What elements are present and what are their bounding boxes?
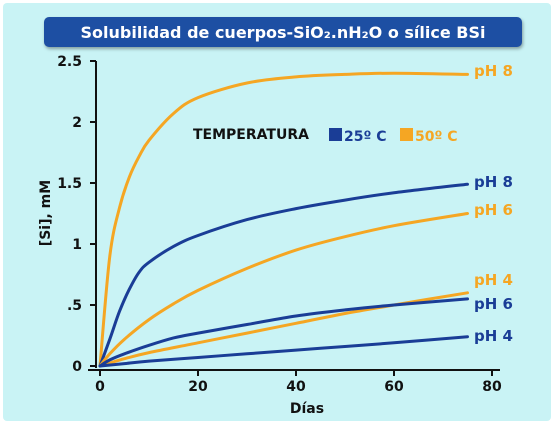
series-line	[98, 71, 469, 368]
y-axis-label: [Si], mM	[38, 180, 54, 246]
title-banner: Solubilidad de cuerpos-SiO₂.nH₂O o sílic…	[44, 17, 522, 47]
legend-title: TEMPERATURA	[193, 127, 309, 143]
x-tick-label: 20	[188, 379, 208, 395]
legend: TEMPERATURA 25º C 50º C	[193, 127, 458, 145]
series-label: pH 6	[474, 201, 513, 219]
y-tick-label: 1.5	[57, 176, 82, 192]
series-label: pH 8	[474, 62, 513, 80]
x-axis-label: Días	[290, 401, 324, 417]
series-label: pH 6	[474, 295, 513, 313]
data-series	[98, 71, 469, 368]
x-tick-label: 0	[95, 379, 105, 395]
y-tick-label: .5	[67, 298, 82, 314]
x-tick-label: 40	[286, 379, 306, 395]
x-tick-label: 80	[482, 379, 502, 395]
tick-labels: 0 .5 1 1.5 2 2.5 0 20 40 60 80	[57, 54, 502, 395]
y-tick-label: 1	[72, 237, 82, 253]
y-tick-label: 2	[72, 115, 82, 131]
legend-swatch	[400, 128, 413, 141]
legend-item-label: 25º C	[344, 129, 387, 145]
series-line	[98, 297, 469, 368]
legend-item-label: 50º C	[415, 129, 458, 145]
series-label: pH 4	[474, 327, 513, 345]
series-line	[98, 212, 469, 368]
x-tick-label: 60	[384, 379, 404, 395]
series-label: pH 4	[474, 271, 513, 289]
axes	[88, 60, 500, 376]
y-tick-label: 0	[72, 359, 82, 375]
legend-swatch	[329, 128, 342, 141]
series-label: pH 8	[474, 173, 513, 191]
chart-title: Solubilidad de cuerpos-SiO₂.nH₂O o sílic…	[80, 22, 486, 42]
series-line	[98, 182, 469, 368]
curve-labels: pH 8 pH 8 pH 6 pH 4 pH 6 pH 4	[474, 62, 513, 345]
y-tick-label: 2.5	[57, 54, 82, 70]
series-line	[98, 335, 469, 368]
